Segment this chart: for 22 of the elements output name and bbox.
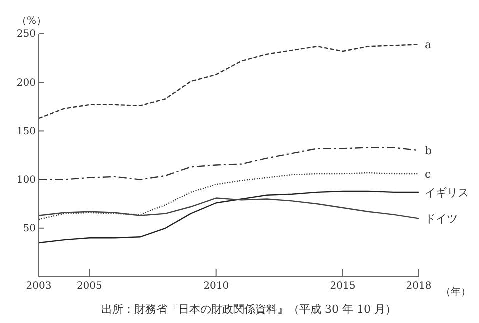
series-label: c <box>425 168 432 181</box>
line-series <box>38 190 420 244</box>
line-series <box>38 44 420 120</box>
x-tick-label: 2003 <box>26 281 52 292</box>
text: 出所：財務省『日本の財政関係資料』（平成 30 年 10 月） <box>102 303 396 316</box>
series-label: イギリス <box>425 186 469 200</box>
y-tick-label: 150 <box>16 126 36 138</box>
line-series <box>38 198 420 220</box>
y-tick-label: 200 <box>16 78 36 89</box>
y-tick-label: 100 <box>16 175 36 186</box>
x-axis-title: （年） <box>441 286 471 298</box>
line-series <box>38 172 420 220</box>
x-tick-label: 2018 <box>406 281 432 292</box>
y-tick-label: 250 <box>16 29 36 40</box>
y-tick-label: 50 <box>23 224 36 235</box>
x-tick-label: 2005 <box>76 281 102 292</box>
y-axis-title: （%） <box>17 16 47 27</box>
x-tick-label: 2010 <box>204 281 230 292</box>
series-label: b <box>425 144 432 158</box>
series-label: ドイツ <box>425 212 458 226</box>
series-label: a <box>425 38 432 52</box>
x-tick-label: 2015 <box>330 281 356 292</box>
